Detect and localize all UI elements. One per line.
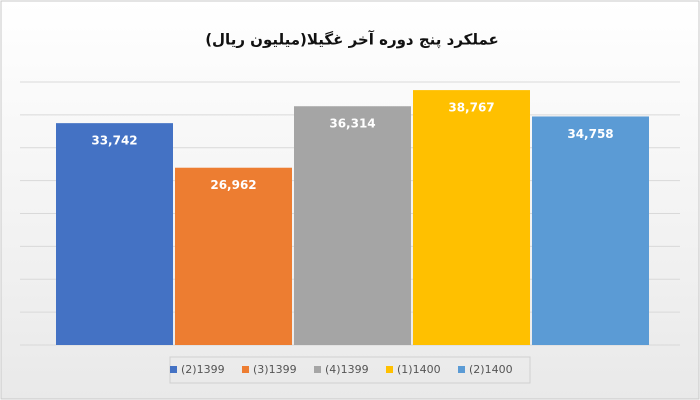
legend-swatch [458, 366, 465, 373]
data-label: 36,314 [329, 117, 375, 131]
legend-label: (2)1399 [181, 363, 225, 376]
legend-swatch [242, 366, 249, 373]
legend-swatch [170, 366, 177, 373]
legend-label: (2)1400 [469, 363, 513, 376]
chart-title: عملکرد پنج دوره آخر غگیلا(میلیون ریال) [205, 31, 499, 50]
legend-label: (1)1400 [397, 363, 441, 376]
data-label: 38,767 [448, 101, 494, 115]
bar [294, 106, 411, 346]
bar [413, 90, 530, 346]
legend-label: (3)1399 [253, 363, 297, 376]
bar [175, 167, 292, 345]
legend-swatch [314, 366, 321, 373]
data-label: 34,758 [567, 127, 613, 141]
bar [532, 116, 649, 345]
legend-swatch [386, 366, 393, 373]
legend-label: (4)1399 [325, 363, 369, 376]
data-label: 33,742 [91, 134, 137, 148]
data-label: 26,962 [210, 178, 256, 192]
bar [56, 123, 173, 345]
